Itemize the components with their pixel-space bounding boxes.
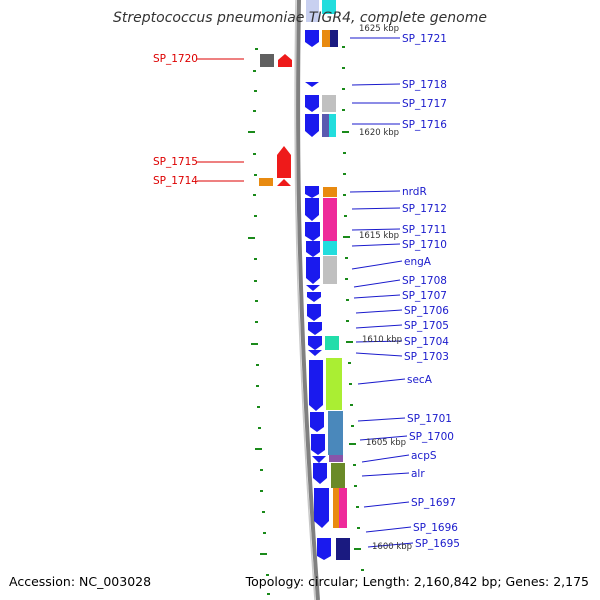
gene-arrow-sp1706: [307, 304, 321, 321]
reverse-strand-genes: [259, 54, 292, 186]
scale-kbp-label: 1605 kbp: [366, 438, 406, 448]
label-leader-line: [351, 83, 401, 86]
right-gene-label[interactable]: acpS: [411, 450, 437, 462]
right-gene-label[interactable]: SP_1710: [402, 239, 447, 251]
gene-arrow-sp1716: [305, 114, 319, 137]
gene-arrow-sp1703: [308, 350, 322, 356]
right-label-group: SP_1721 SP_1718 SP_1717 SP_1716 nrdR SP_1712 S…: [349, 33, 460, 550]
label-leader-line: [357, 417, 406, 422]
right-gene-label[interactable]: engA: [404, 256, 432, 268]
forward-strand-genes: [305, 30, 331, 560]
gene-arrow-sp1697: [314, 488, 329, 528]
function-color-bars: [322, 0, 350, 560]
gene-arrow-sp1701: [310, 412, 324, 432]
right-gene-label[interactable]: nrdR: [402, 186, 427, 198]
gene-arrow-alr: [313, 463, 327, 484]
right-gene-label[interactable]: SP_1712: [402, 203, 447, 215]
gene-arrow-sp1700: [311, 434, 325, 455]
right-gene-label[interactable]: SP_1718: [402, 79, 447, 91]
genome-backbone-arc-shadow: [294, 0, 316, 600]
label-leader-line: [363, 501, 410, 508]
label-leader-line: [367, 542, 414, 548]
gene-arrow-secA: [309, 360, 323, 411]
scale-kbp-label: 1610 kbp: [362, 335, 402, 345]
right-gene-label[interactable]: SP_1703: [404, 351, 449, 363]
scale-kbp-label: 1600 kbp: [372, 542, 412, 552]
gene-arrow-sp1720: [278, 54, 292, 67]
gene-arrow-acpS: [312, 456, 326, 463]
right-gene-label[interactable]: SP_1705: [404, 320, 449, 332]
right-tick-track: [342, 46, 364, 571]
gene-arrow-sp1695: [317, 538, 331, 560]
right-gene-label[interactable]: SP_1696: [413, 522, 458, 534]
scale-kbp-label: 1620 kbp: [359, 128, 399, 138]
left-label-group: SP_1720 SP_1715 SP_1714: [153, 53, 244, 187]
right-gene-label[interactable]: secA: [407, 374, 433, 386]
label-leader-line: [355, 340, 403, 343]
right-gene-label[interactable]: SP_1708: [402, 275, 447, 287]
gene-arrow-sp1705: [308, 322, 322, 335]
label-leader-line: [365, 526, 412, 533]
gene-sp1714-orange: [259, 178, 273, 186]
label-leader-line: [353, 294, 401, 299]
label-leader-line: [361, 472, 410, 477]
genome-backbone-arc: [296, 0, 320, 600]
label-leader-line: [361, 454, 410, 463]
gene-arrow-sp1718: [305, 82, 319, 87]
gene-segment-top: [306, 0, 319, 22]
gene-arrow-sp1712: [305, 198, 319, 221]
label-leader-line: [355, 352, 403, 357]
gene-arrow-sp1707: [307, 292, 321, 302]
label-leader-line: [357, 378, 406, 385]
right-gene-label[interactable]: SP_1697: [411, 497, 456, 509]
right-gene-label[interactable]: SP_1701: [407, 413, 452, 425]
accession-text: Accession: NC_003028: [9, 574, 151, 589]
label-leader-line: [351, 260, 403, 270]
label-leader-line: [359, 435, 408, 441]
right-gene-label[interactable]: SP_1704: [404, 336, 449, 348]
label-leader-line: [349, 190, 401, 193]
right-gene-label[interactable]: SP_1695: [415, 538, 460, 550]
label-leader-line: [353, 279, 401, 288]
topology-text: Topology: circular; Length: 2,160,842 bp…: [245, 574, 589, 589]
gene-arrow-engA: [306, 257, 320, 284]
label-leader-line: [351, 228, 401, 231]
scale-labels: 1625 kbp 1620 kbp 1615 kbp 1610 kbp 1605 kbp…: [359, 24, 412, 552]
left-gene-label[interactable]: SP_1714: [153, 175, 198, 187]
gene-arrow-sp1704: [308, 336, 322, 350]
right-gene-label[interactable]: alr: [411, 468, 425, 480]
gene-arrow-sp1715: [277, 146, 291, 178]
right-gene-label[interactable]: SP_1711: [402, 224, 447, 236]
gene-arrow-sp1711: [305, 222, 320, 241]
right-gene-label[interactable]: SP_1717: [402, 98, 447, 110]
label-leader-line: [355, 324, 403, 329]
label-leader-line: [355, 309, 403, 314]
scale-kbp-label: 1615 kbp: [359, 231, 399, 241]
gene-sp1720-grey: [260, 54, 274, 67]
left-tick-track: [248, 48, 270, 595]
map-title: Streptococcus pneumoniae TIGR4, complete…: [113, 10, 487, 26]
scale-kbp-label: 1625 kbp: [359, 24, 399, 34]
gene-arrow-sp1708: [306, 285, 320, 291]
gene-arrow-sp1714: [277, 179, 291, 186]
gene-arrow-nrdR: [305, 186, 319, 198]
right-gene-label[interactable]: SP_1707: [402, 290, 447, 302]
gene-arrow-sp1721: [305, 30, 319, 47]
right-gene-label[interactable]: SP_1716: [402, 119, 447, 131]
right-gene-label[interactable]: SP_1721: [402, 33, 447, 45]
left-gene-label[interactable]: SP_1720: [153, 53, 198, 65]
gene-arrow-sp1717: [305, 95, 319, 112]
label-leader-line: [351, 207, 401, 210]
label-leader-line: [351, 243, 401, 247]
right-gene-label[interactable]: SP_1706: [404, 305, 449, 317]
gene-arrow-sp1710: [306, 241, 320, 257]
left-gene-label[interactable]: SP_1715: [153, 156, 198, 168]
right-gene-label[interactable]: SP_1700: [409, 431, 454, 443]
